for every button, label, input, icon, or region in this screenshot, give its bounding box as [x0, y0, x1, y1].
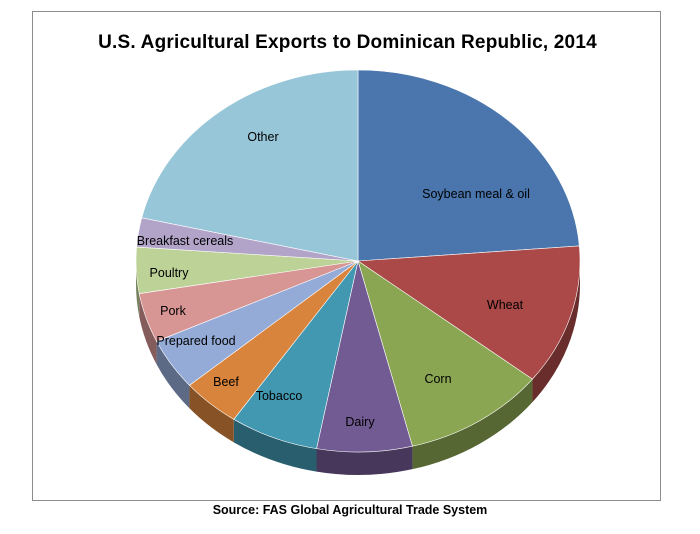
pie-label-prepared-food: Prepared food	[156, 334, 235, 348]
pie-label-dairy: Dairy	[345, 415, 375, 429]
pie-side-prepared-food	[156, 341, 190, 409]
pie-top-faces	[135, 69, 581, 453]
pie-chart: Soybean meal & oil Wheat Corn Dairy Tobacco B…	[135, 69, 581, 475]
pie-side-tobacco	[233, 419, 317, 472]
source-note: Source: FAS Global Agricultural Trade Sy…	[212, 503, 488, 517]
pie-label-beef: Beef	[213, 375, 239, 389]
chart-frame: U.S. Agricultural Exports to Dominican R…	[32, 11, 661, 501]
pie-side-corn	[412, 379, 533, 470]
pie-side-faces	[136, 261, 580, 475]
pie-slice-other	[141, 69, 359, 262]
chart-title: U.S. Agricultural Exports to Dominican R…	[98, 32, 597, 53]
pie-label-breakfast-cereals: Breakfast cereals	[137, 234, 234, 248]
pie-side-wheat	[532, 261, 580, 403]
pie-label-corn: Corn	[424, 372, 451, 386]
pie-label-wheat: Wheat	[487, 298, 524, 312]
pie-side-poultry	[136, 261, 140, 317]
pie-label-poultry: Poultry	[150, 266, 190, 280]
pie-slice-wheat	[357, 245, 581, 380]
pie-side-beef	[189, 385, 234, 443]
pie-label-soybean-meal-and-oil: Soybean meal & oil	[422, 187, 530, 201]
pie-label-tobacco: Tobacco	[256, 389, 303, 403]
pie-slice-soybean-meal-and-oil	[357, 69, 580, 262]
pie-side-dairy	[316, 446, 413, 475]
pie-label-other: Other	[247, 130, 278, 144]
pie-label-pork: Pork	[160, 304, 186, 318]
pie-labels: Soybean meal & oil Wheat Corn Dairy Tobacco B…	[137, 130, 530, 429]
pie-slice-corn	[357, 260, 533, 447]
